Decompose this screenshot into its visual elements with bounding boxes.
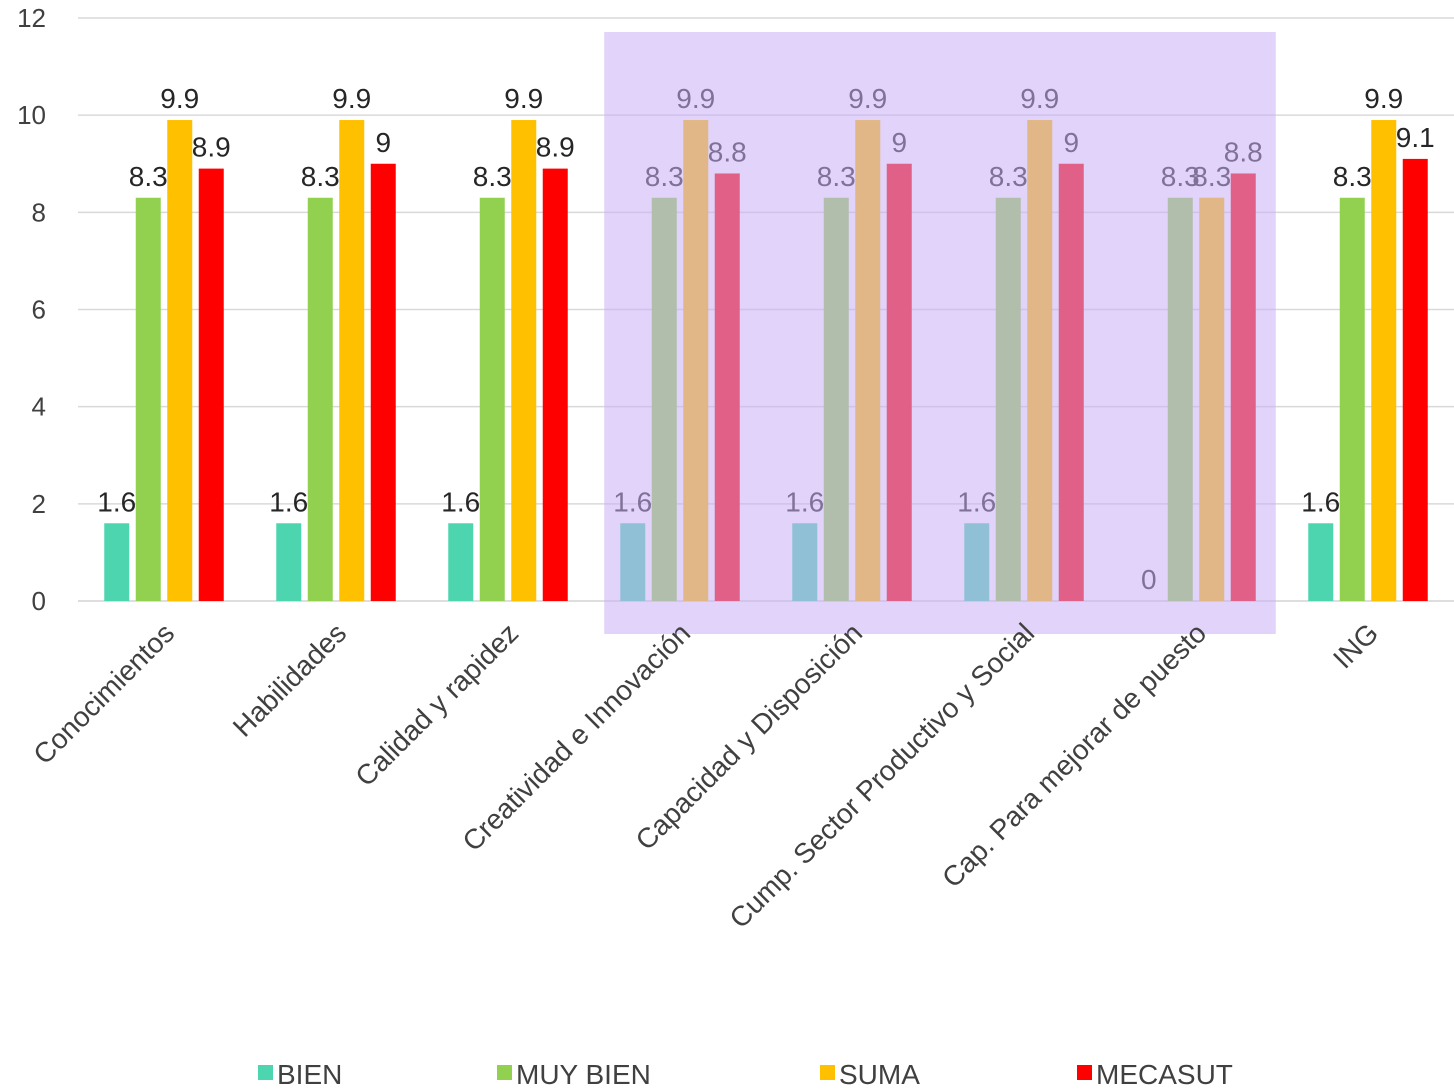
bar-suma bbox=[1371, 120, 1397, 602]
bar-mecasut bbox=[198, 168, 224, 601]
data-label: 9 bbox=[375, 127, 391, 158]
y-tick-label: 6 bbox=[32, 295, 46, 325]
data-label: 1.6 bbox=[441, 486, 480, 517]
category-label: ING bbox=[1327, 617, 1384, 674]
data-label: 8.9 bbox=[536, 132, 575, 163]
legend: BIEN MUY BIEN SUMA MECASUT bbox=[258, 1059, 1233, 1089]
legend-label: MUY BIEN bbox=[516, 1059, 651, 1089]
bar-suma bbox=[339, 120, 365, 602]
bar-mecasut bbox=[370, 163, 396, 601]
bar-muy-bien bbox=[479, 197, 505, 601]
bar-muy-bien bbox=[135, 197, 161, 601]
bar-bien bbox=[1308, 523, 1334, 601]
category-label: Cump. Sector Productivo y Social bbox=[723, 617, 1040, 934]
y-tick-label: 10 bbox=[17, 100, 46, 130]
legend-swatch bbox=[820, 1065, 835, 1080]
highlight-region bbox=[604, 32, 1276, 634]
bar-bien bbox=[104, 523, 130, 601]
category-label: Conocimientos bbox=[27, 617, 180, 770]
data-label: 1.6 bbox=[97, 486, 136, 517]
data-label: 1.6 bbox=[269, 486, 308, 517]
y-tick-label: 0 bbox=[32, 586, 46, 616]
legend-label: SUMA bbox=[839, 1059, 920, 1089]
bar-mecasut bbox=[542, 168, 568, 601]
legend-swatch bbox=[497, 1065, 512, 1080]
legend-swatch bbox=[1077, 1065, 1092, 1080]
data-label: 8.3 bbox=[129, 161, 168, 192]
bar-suma bbox=[511, 120, 537, 602]
data-label: 9.9 bbox=[504, 83, 543, 114]
data-label: 9.9 bbox=[160, 83, 199, 114]
data-label: 8.3 bbox=[301, 161, 340, 192]
data-label: 8.9 bbox=[192, 132, 231, 163]
data-label: 8.3 bbox=[473, 161, 512, 192]
bar-bien bbox=[448, 523, 474, 601]
bar-muy-bien bbox=[1339, 197, 1365, 601]
highlight-box bbox=[604, 32, 1276, 634]
legend-label: BIEN bbox=[277, 1059, 342, 1089]
legend-swatch bbox=[258, 1065, 273, 1080]
data-label: 1.6 bbox=[1301, 486, 1340, 517]
y-tick-label: 12 bbox=[17, 3, 46, 33]
bar-muy-bien bbox=[307, 197, 333, 601]
data-label: 9.9 bbox=[1364, 83, 1403, 114]
category-label: Habilidades bbox=[227, 617, 352, 742]
y-tick-label: 4 bbox=[32, 392, 46, 422]
y-axis-ticks: 0 2 4 6 8 10 12 bbox=[17, 3, 46, 616]
category-label: Calidad y rapidez bbox=[349, 617, 524, 792]
data-label: 9.9 bbox=[332, 83, 371, 114]
bar-mecasut bbox=[1402, 158, 1428, 601]
data-label: 9.1 bbox=[1396, 122, 1435, 153]
y-tick-label: 8 bbox=[32, 197, 46, 227]
data-label: 8.3 bbox=[1333, 161, 1372, 192]
bar-bien bbox=[276, 523, 302, 601]
legend-label: MECASUT bbox=[1096, 1059, 1233, 1089]
y-tick-label: 2 bbox=[32, 489, 46, 519]
bar-suma bbox=[167, 120, 193, 602]
